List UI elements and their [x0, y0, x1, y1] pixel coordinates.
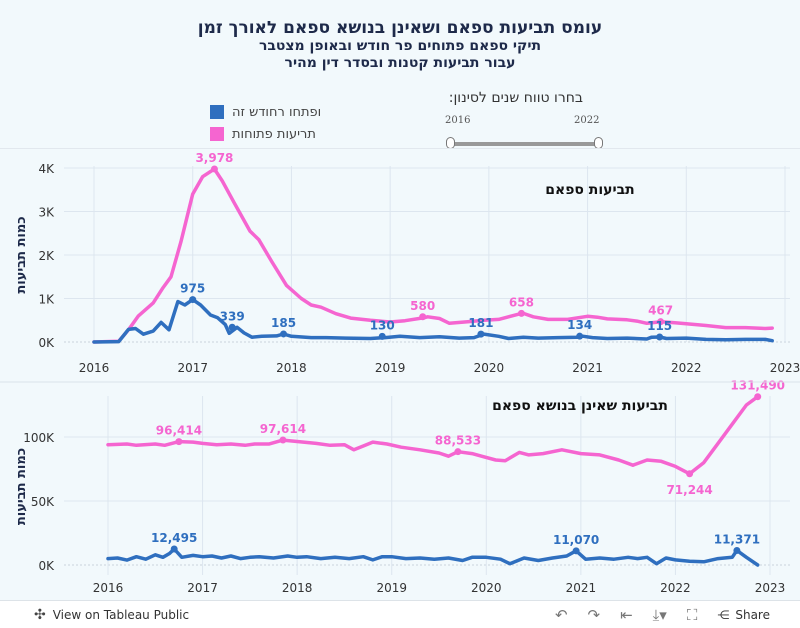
fullscreen-icon[interactable]: ⛶ — [686, 605, 698, 624]
charts-svg: 0K 1K 2K 3K 4K 2016 2017 2018 2019 2020 2021 2022 20… — [0, 151, 800, 595]
year-range-filter: בחרו טווח שנים לסינון: 2016 2022 — [443, 90, 603, 149]
bottom-x-tick-label: 2020 — [471, 581, 502, 595]
top-data-label-open: 580 — [410, 299, 435, 313]
legend-swatch-monthly — [210, 105, 224, 119]
bottom-data-label-open: 131,490 — [730, 379, 785, 393]
bottom-data-point-open — [754, 393, 762, 401]
share-icon: ⋲ — [717, 607, 730, 622]
bottom-data-label-open: 71,244 — [666, 483, 712, 497]
bottom-x-tick-label: 2023 — [755, 581, 786, 595]
top-y-tick-label: 0K — [38, 336, 55, 350]
bottom-data-label-monthly: 11,371 — [714, 532, 760, 546]
legend: ופתחו רחודש זה תריעות פתוחות — [210, 101, 321, 145]
bottom-y-tick-label: 0K — [38, 559, 55, 573]
bottom-panel-title: תביעות שאינן בנושא ספאם — [492, 398, 668, 414]
top-x-tick-label: 2016 — [79, 361, 110, 375]
top-data-point-monthly — [189, 296, 197, 304]
top-data-label-monthly: 181 — [468, 316, 493, 330]
top-x-tick-label: 2022 — [671, 361, 702, 375]
top-data-point-open — [657, 318, 665, 326]
bottom-data-point-open — [454, 448, 462, 456]
top-data-label-monthly: 115 — [647, 319, 672, 333]
top-x-tick-label: 2018 — [276, 361, 307, 375]
top-data-point-open — [419, 313, 427, 321]
top-data-label-monthly: 185 — [271, 316, 296, 330]
undo-icon[interactable]: ↶ — [554, 605, 568, 624]
bottom-data-label-open: 96,414 — [156, 424, 202, 438]
top-data-point-monthly — [378, 332, 386, 340]
top-y-tick-label: 3K — [38, 206, 55, 220]
download-icon[interactable]: ⤓▾ — [652, 605, 667, 624]
top-data-label-monthly: 339 — [220, 309, 245, 323]
bottom-data-point-monthly — [572, 547, 580, 555]
bottom-series-line-open — [106, 394, 760, 476]
top-y-tick-label: 1K — [38, 293, 55, 307]
top-data-label-open: 658 — [509, 295, 534, 309]
top-data-label-open: 467 — [648, 304, 673, 318]
top-y-tick-label: 4K — [38, 162, 55, 176]
top-data-point-monthly — [656, 333, 664, 341]
bottom-series-line-monthly — [106, 547, 760, 567]
bottom-x-tick-label: 2022 — [660, 581, 691, 595]
bottom-x-tick-label: 2017 — [187, 581, 218, 595]
top-data-point-open — [210, 165, 218, 173]
bottom-data-label-open: 88,533 — [435, 434, 481, 448]
bottom-x-tick-label: 2019 — [376, 581, 407, 595]
top-data-point-monthly — [228, 323, 236, 331]
top-data-label-monthly: 130 — [370, 318, 395, 332]
top-data-label-open: 3,978 — [195, 151, 233, 165]
charts-area — [0, 148, 800, 601]
top-data-point-monthly — [477, 330, 485, 338]
bottom-y-axis-title: כמות תביעות — [14, 448, 29, 525]
bottom-x-tick-label: 2016 — [93, 581, 124, 595]
view-on-tableau-label: View on Tableau Public — [52, 607, 190, 622]
bottom-data-label-monthly: 11,070 — [553, 533, 599, 547]
top-x-tick-label: 2017 — [177, 361, 208, 375]
top-data-point-monthly — [576, 332, 584, 340]
subtitle-line-2: עבור תביעות קטנות ובסדר דין מהיר — [284, 55, 516, 71]
share-button[interactable]: ⋲ Share — [717, 608, 770, 622]
legend-item-monthly[interactable]: ופתחו רחודש זה — [210, 101, 321, 123]
top-x-tick-label: 2019 — [375, 361, 406, 375]
legend-label-open: תריעות פתוחות — [232, 126, 316, 142]
subtitle-line-1: תיקי ספאם פתוחים פר חודש ובאופן מצטבר — [258, 38, 542, 54]
footer-toolbar: ✣ View on Tableau Public ↶ ↷ ⇤ ⤓▾ ⛶ ⋲ Sh… — [0, 600, 800, 628]
share-label: Share — [735, 607, 770, 622]
top-data-point-monthly — [280, 330, 288, 338]
main-title: עומס תביעות ספאם ושאינן בנושא ספאם לאורך… — [197, 18, 603, 38]
bottom-data-point-open — [175, 438, 183, 446]
top-y-tick-label: 2K — [38, 249, 55, 263]
top-data-label-monthly: 975 — [180, 282, 205, 296]
view-on-tableau-link[interactable]: ✣ View on Tableau Public — [34, 607, 189, 623]
bottom-data-point-monthly — [170, 545, 178, 553]
legend-swatch-open — [210, 127, 224, 141]
top-x-tick-label: 2020 — [474, 361, 505, 375]
top-data-label-monthly: 134 — [567, 318, 592, 332]
top-series-line-monthly — [92, 297, 774, 344]
top-data-point-open — [517, 309, 525, 317]
bottom-y-tick-label: 50K — [31, 495, 55, 509]
bottom-data-point-open — [686, 470, 694, 478]
legend-label-monthly: ופתחו רחודש זה — [232, 104, 322, 120]
bottom-x-tick-label: 2021 — [566, 581, 597, 595]
top-x-tick-label: 2021 — [572, 361, 603, 375]
filter-min-label: 2016 — [445, 115, 471, 126]
bottom-x-tick-label: 2018 — [282, 581, 313, 595]
filter-max-label: 2022 — [574, 115, 600, 126]
chart-title-block: עומס תביעות ספאם ושאינן בנושא ספאם לאורך… — [0, 18, 800, 72]
top-y-axis-title: כמות תביעות — [14, 216, 29, 293]
bottom-data-point-monthly — [733, 546, 741, 554]
bottom-data-label-open: 97,614 — [260, 422, 306, 436]
bottom-y-tick-label: 100K — [23, 431, 55, 445]
top-x-tick-label: 2023 — [770, 361, 800, 375]
filter-title: בחרו טווח שנים לסינון: — [448, 90, 583, 106]
slider-track[interactable] — [450, 142, 598, 146]
bottom-data-point-open — [279, 436, 287, 444]
redo-icon[interactable]: ↷ — [587, 605, 601, 624]
top-panel-title: תביעות ספאם — [545, 182, 634, 198]
tableau-logo-icon: ✣ — [34, 606, 46, 623]
legend-item-open[interactable]: תריעות פתוחות — [210, 123, 321, 145]
bottom-data-label-monthly: 12,495 — [151, 531, 197, 545]
revert-icon[interactable]: ⇤ — [620, 605, 633, 624]
